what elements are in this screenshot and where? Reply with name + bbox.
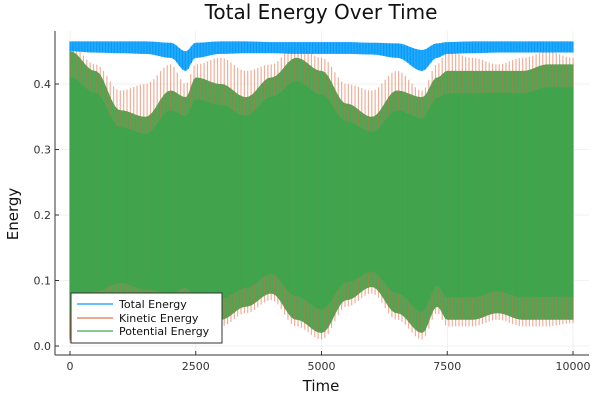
- y-tick-label: 0.0: [34, 340, 52, 353]
- x-tick-label: 2500: [182, 360, 210, 373]
- axes: 0 2500 5000 7500 10000 0.0 0.1 0.2 0.3 0.4: [34, 31, 591, 373]
- legend-label-total: Total Energy: [118, 298, 187, 311]
- total-energy-band: [70, 41, 573, 71]
- x-tick-label: 10000: [556, 360, 591, 373]
- legend-label-potential: Potential Energy: [119, 325, 210, 338]
- series-layer: [69, 41, 574, 343]
- x-tick-label: 5000: [308, 360, 336, 373]
- y-tick-label: 0.3: [34, 144, 52, 157]
- x-tick-label: 0: [67, 360, 74, 373]
- y-axis-title: Energy: [4, 188, 22, 241]
- legend-label-kinetic: Kinetic Energy: [119, 312, 199, 325]
- y-tick-label: 0.2: [34, 209, 52, 222]
- legend: Total Energy Kinetic Energy Potential En…: [70, 292, 223, 344]
- chart-title: Total Energy Over Time: [204, 0, 438, 24]
- y-tick-label: 0.4: [34, 78, 52, 91]
- potential-energy-core: [70, 77, 573, 314]
- x-tick-label: 7500: [433, 360, 461, 373]
- y-tick-label: 0.1: [34, 275, 52, 288]
- x-axis-title: Time: [302, 377, 340, 395]
- series-total-energy: [69, 41, 574, 71]
